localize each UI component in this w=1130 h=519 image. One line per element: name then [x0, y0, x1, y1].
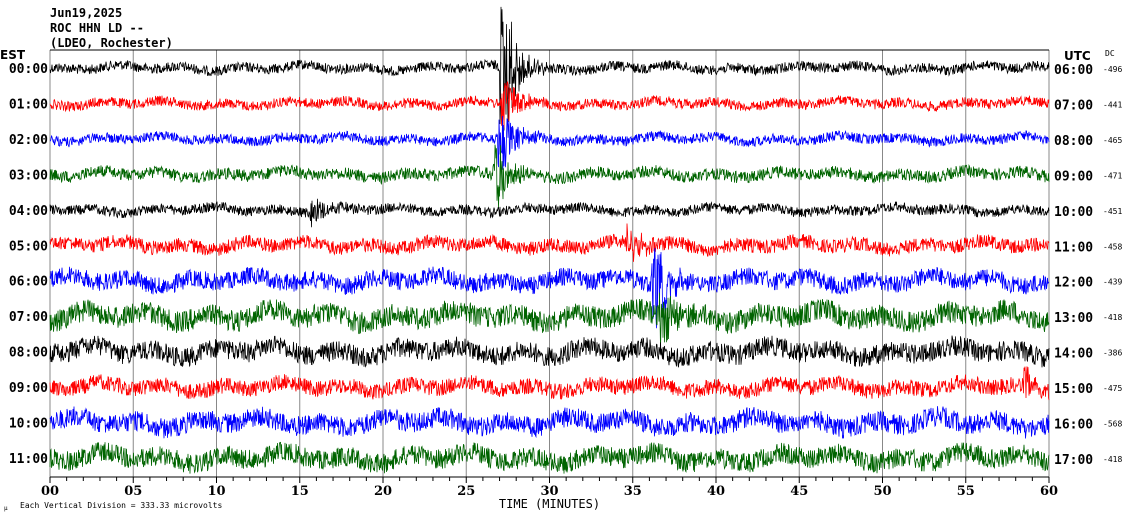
est-hour-label: 11:00 [9, 452, 48, 467]
scale-icon: μ [4, 505, 8, 512]
est-hour-label: 08:00 [9, 346, 48, 361]
x-tick-label: 45 [790, 484, 808, 499]
est-hour-label: 05:00 [9, 239, 48, 254]
est-hour-label: 03:00 [9, 168, 48, 183]
utc-hour-label: 15:00 [1054, 382, 1093, 397]
trace-line [49, 115, 1050, 170]
dc-offset-value: -496 [1103, 65, 1122, 74]
est-label: EST [0, 48, 26, 62]
x-tick-label: 40 [707, 484, 725, 499]
est-hour-label: 07:00 [9, 310, 48, 325]
trace-line [49, 6, 1050, 131]
est-hour-label: 01:00 [9, 97, 48, 112]
trace-line [49, 223, 1050, 262]
x-tick-label: 20 [374, 484, 392, 499]
trace-line [49, 198, 1050, 228]
dc-offset-value: -475 [1103, 384, 1122, 393]
dc-label: DC [1105, 49, 1115, 58]
x-tick-label: 15 [291, 484, 309, 499]
utc-hour-label: 07:00 [1054, 98, 1093, 113]
est-hour-label: 09:00 [9, 381, 48, 396]
dc-offset-value: -458 [1103, 242, 1122, 251]
dc-offset-value: -451 [1103, 207, 1122, 216]
utc-hour-label: 16:00 [1054, 418, 1093, 433]
x-tick-label: 60 [1040, 484, 1058, 499]
trace-line [49, 406, 1050, 439]
trace-line [49, 81, 1050, 128]
dc-offset-value: -471 [1103, 171, 1122, 180]
dc-offset-value: -418 [1103, 455, 1122, 464]
est-hour-label: 06:00 [9, 275, 48, 290]
dc-offset-value: -386 [1103, 349, 1122, 358]
x-tick-label: 05 [124, 484, 142, 499]
est-hour-label: 04:00 [9, 204, 48, 219]
trace-line [49, 366, 1050, 401]
utc-hour-label: 09:00 [1054, 169, 1093, 184]
x-tick-label: 00 [41, 484, 59, 499]
utc-label: UTC [1064, 49, 1091, 63]
est-hour-label: 10:00 [9, 417, 48, 432]
utc-hour-label: 11:00 [1054, 240, 1093, 255]
est-hour-label: 00:00 [9, 62, 48, 77]
x-tick-label: 10 [207, 484, 225, 499]
dc-offset-value: -439 [1103, 278, 1122, 287]
x-tick-label: 50 [873, 484, 891, 499]
trace-line [49, 335, 1050, 368]
network-name: (LDEO, Rochester) [50, 36, 173, 50]
x-tick-label: 30 [540, 484, 558, 499]
dc-offset-value: -418 [1103, 313, 1122, 322]
utc-hour-label: 13:00 [1054, 311, 1093, 326]
trace-line [49, 247, 1050, 329]
station-code: ROC HHN LD -- [50, 21, 144, 35]
dc-offset-value: -441 [1103, 100, 1122, 109]
dc-offset-value: -465 [1103, 136, 1122, 145]
trace-line [49, 292, 1050, 348]
x-tick-label: 25 [457, 484, 475, 499]
x-axis-label: TIME (MINUTES) [499, 497, 600, 511]
utc-hour-label: 14:00 [1054, 347, 1093, 362]
est-hour-label: 02:00 [9, 133, 48, 148]
utc-hour-label: 12:00 [1054, 276, 1093, 291]
scale-note: Each Vertical Division = 333.33 microvol… [20, 501, 222, 510]
chart-date: Jun19,2025 [50, 6, 123, 20]
x-tick-label: 35 [624, 484, 642, 499]
utc-hour-label: 06:00 [1054, 63, 1093, 78]
x-tick-label: 55 [957, 484, 975, 499]
trace-line [49, 441, 1050, 474]
utc-hour-label: 17:00 [1054, 453, 1093, 468]
trace-line [49, 144, 1050, 209]
utc-hour-label: 10:00 [1054, 205, 1093, 220]
dc-offset-value: -568 [1103, 420, 1122, 429]
utc-hour-label: 08:00 [1054, 134, 1093, 149]
